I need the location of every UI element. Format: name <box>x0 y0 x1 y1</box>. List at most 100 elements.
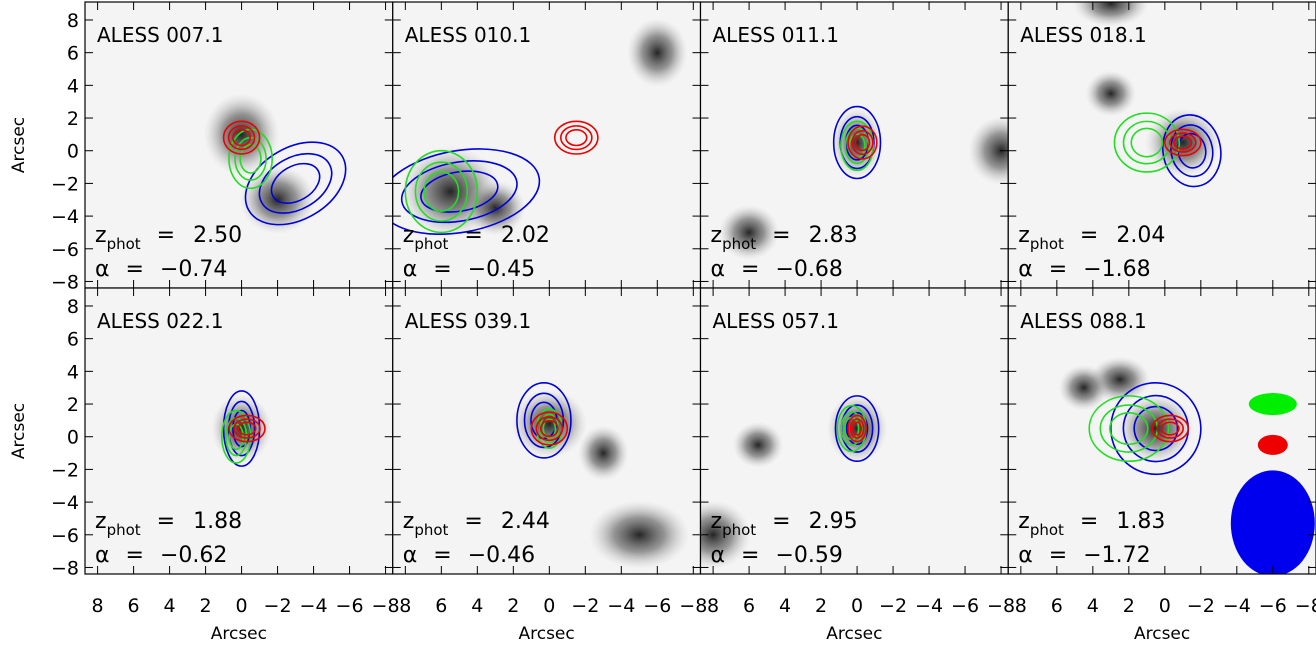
panel-image <box>392 288 701 574</box>
x-tick-label: 0 <box>851 595 863 617</box>
panel-frame <box>1007 287 1316 575</box>
source-name: ALESS 010.1 <box>405 23 531 47</box>
z-value: 1.88 <box>193 509 242 534</box>
x-tick-label: −4 <box>607 595 635 617</box>
alpha-symbol: α <box>95 543 110 568</box>
x-axis-label: Arcsec <box>518 624 574 644</box>
equals: = <box>126 543 144 568</box>
panel-image <box>1008 288 1316 574</box>
z-symbol: z <box>403 223 415 248</box>
z-phot: zphot = 2.44 <box>403 509 550 539</box>
source-name: ALESS 011.1 <box>713 23 839 47</box>
panel: ALESS 011.1 zphot = 2.83 α = −0.68 <box>699 1 1009 289</box>
x-axis-label: Arcsec <box>826 624 882 644</box>
alpha-symbol: α <box>403 543 418 568</box>
equals: = <box>157 509 175 534</box>
x-tick-label: 2 <box>507 595 519 617</box>
equals: = <box>433 257 451 282</box>
alpha-symbol: α <box>1018 257 1033 282</box>
alpha-symbol: α <box>711 543 726 568</box>
x-tick-label: 0 <box>543 595 555 617</box>
x-axis-label: Arcsec <box>1134 624 1190 644</box>
panel: 8 6 4 2 0 −2 −4 −6 −8 Arcsec ALESS 039.1 zphot = 2.44… <box>392 287 707 644</box>
x-tick-label: −8 <box>679 595 707 617</box>
z-symbol: z <box>1018 509 1030 534</box>
panel-image <box>700 288 1009 574</box>
alpha-value: −0.62 <box>160 543 227 568</box>
x-tick-label: −8 <box>372 595 400 617</box>
equals: = <box>741 543 759 568</box>
y-tick-label: −8 <box>51 557 79 579</box>
panel-image <box>392 2 701 288</box>
alpha: α = −0.46 <box>403 543 535 568</box>
alpha: α = −0.62 <box>95 543 227 568</box>
z-phot: zphot = 2.50 <box>95 223 242 253</box>
y-tick-label: −8 <box>51 271 79 293</box>
z-value: 2.95 <box>809 509 858 534</box>
z-phot: zphot = 2.83 <box>711 223 858 253</box>
x-tick-label: −2 <box>264 595 292 617</box>
y-tick-label: 0 <box>67 141 79 163</box>
z-phot: zphot = 1.83 <box>1018 509 1165 539</box>
source-name: ALESS 022.1 <box>97 309 223 333</box>
z-subscript: phot <box>414 521 448 539</box>
y-tick-label: 8 <box>67 296 79 318</box>
x-tick-label: −4 <box>300 595 328 617</box>
x-tick-label: 4 <box>164 595 176 617</box>
x-tick-label: −6 <box>951 595 979 617</box>
y-tick-label: 0 <box>67 427 79 449</box>
x-tick-label: −2 <box>571 595 599 617</box>
y-tick-label: 2 <box>67 394 79 416</box>
y-tick-label: −2 <box>51 459 79 481</box>
y-tick-label: 2 <box>67 108 79 130</box>
y-tick-label: 6 <box>67 43 79 65</box>
y-tick-label: −6 <box>51 525 79 547</box>
z-symbol: z <box>95 509 107 534</box>
alpha: α = −1.68 <box>1018 257 1150 282</box>
z-subscript: phot <box>1030 235 1064 253</box>
x-tick-label: 8 <box>707 595 719 617</box>
x-tick-label: −8 <box>1295 595 1316 617</box>
y-tick-label: −4 <box>51 206 79 228</box>
equals: = <box>772 223 790 248</box>
equals: = <box>126 257 144 282</box>
z-value: 2.50 <box>193 223 242 248</box>
alpha-symbol: α <box>1018 543 1033 568</box>
x-tick-label: −6 <box>643 595 671 617</box>
x-tick-label: −2 <box>1187 595 1215 617</box>
equals: = <box>464 223 482 248</box>
z-symbol: z <box>711 509 723 534</box>
equals: = <box>1049 543 1067 568</box>
panel-image <box>700 2 1009 288</box>
alpha-symbol: α <box>95 257 110 282</box>
x-tick-label: 4 <box>1087 595 1099 617</box>
alpha-value: −0.74 <box>160 257 227 282</box>
panel: 8 6 4 2 0 −2 −4 −6 −8 Arcsec ALESS 057.1 zphot = 2.95… <box>699 287 1015 644</box>
x-tick-label: −6 <box>1259 595 1287 617</box>
z-subscript: phot <box>107 521 141 539</box>
alpha-value: −0.68 <box>775 257 842 282</box>
y-tick-label: 4 <box>67 361 79 383</box>
alpha-value: −0.59 <box>775 543 842 568</box>
y-tick-label: 6 <box>67 329 79 351</box>
z-symbol: z <box>95 223 107 248</box>
x-tick-label: 6 <box>743 595 755 617</box>
x-tick-label: 6 <box>1051 595 1063 617</box>
x-tick-label: 2 <box>200 595 212 617</box>
x-tick-label: 2 <box>1123 595 1135 617</box>
alpha: α = −0.45 <box>403 257 535 282</box>
x-tick-label: 2 <box>815 595 827 617</box>
panel: 8 6 4 2 0 −2 −4 −6 −8 Arcsec ALESS 007.1 zphot = 2.50… <box>9 1 394 293</box>
alpha: α = −0.74 <box>95 257 227 282</box>
y-tick-label: −6 <box>51 239 79 261</box>
x-tick-label: −2 <box>879 595 907 617</box>
source-name: ALESS 007.1 <box>97 23 223 47</box>
source-name: ALESS 057.1 <box>713 309 839 333</box>
z-phot: zphot = 2.02 <box>403 223 550 253</box>
alpha-value: −0.45 <box>468 257 535 282</box>
equals: = <box>1049 257 1067 282</box>
y-tick-label: 8 <box>67 10 79 32</box>
y-axis-label: Arcsec <box>9 117 29 173</box>
z-phot: zphot = 2.95 <box>711 509 858 539</box>
